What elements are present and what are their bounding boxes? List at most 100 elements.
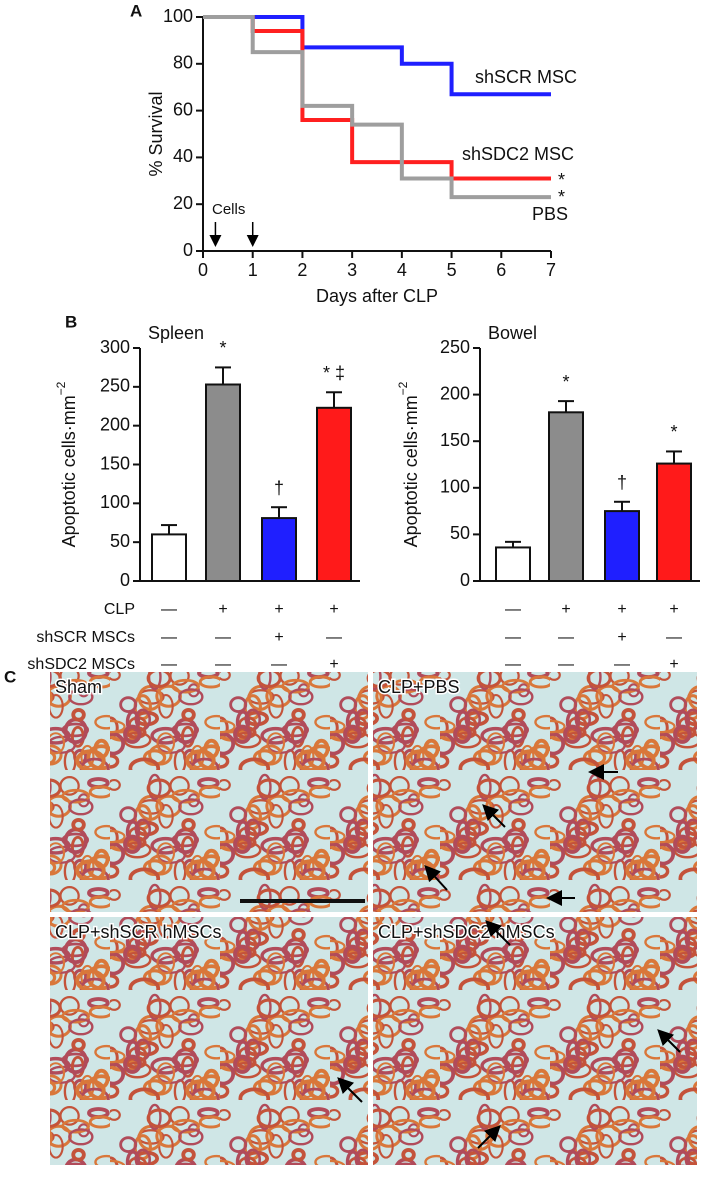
y-axis-label: Apoptotic cells·mm−2 [396, 381, 421, 547]
series-label: shSCR MSC [475, 67, 577, 87]
condition-label: shSCR MSCs [36, 629, 135, 646]
y-tick-label: 0 [120, 570, 130, 590]
y-tick-label: 0 [460, 570, 470, 590]
y-tick-label: 100 [163, 6, 193, 26]
significance: * ‡ [323, 363, 345, 383]
arrow [485, 920, 511, 946]
condition-cell: + [329, 656, 338, 673]
condition-cell: + [218, 601, 227, 618]
condition-cell: — [271, 656, 287, 673]
y-tick-label: 150 [100, 453, 130, 473]
survival-line [203, 15, 551, 200]
x-tick-label: 5 [447, 260, 457, 280]
series-label: shSDC2 MSC [462, 144, 574, 164]
y-tick-label: 200 [100, 414, 130, 434]
y-axis-label-exponent: −2 [396, 381, 410, 395]
significance: * [558, 170, 565, 190]
y-axis-label-exponent: −2 [54, 381, 68, 395]
micrograph-label: Sham [55, 677, 102, 697]
condition-cell: — [614, 656, 630, 673]
arrow [477, 1125, 501, 1149]
y-tick-label: 150 [440, 430, 470, 450]
condition-cell: — [215, 656, 231, 673]
condition-cell: — [505, 629, 521, 646]
arrow [482, 804, 506, 828]
micrograph [373, 917, 697, 1165]
bar [205, 383, 241, 582]
condition-label: shSDC2 MSCs [27, 656, 135, 673]
y-axis-label-text: Apoptotic cells·mm [59, 395, 79, 547]
condition-cell: + [669, 656, 678, 673]
bar [316, 406, 352, 583]
condition-cell: + [274, 629, 283, 646]
y-tick-label: 40 [173, 146, 193, 166]
x-tick-label: 4 [397, 260, 407, 280]
y-axis-label: Apoptotic cells·mm−2 [54, 381, 79, 547]
micrograph-label: CLP+shSCR hMSCs [55, 922, 222, 942]
condition-cell: — [161, 656, 177, 673]
series-label: PBS [532, 204, 568, 224]
y-axis-label: % Survival [146, 91, 166, 176]
y-tick-label: 250 [100, 376, 130, 396]
chart-title: Spleen [148, 323, 204, 343]
bar [151, 533, 187, 583]
condition-label: CLP [104, 601, 135, 618]
x-tick-label: 7 [546, 260, 556, 280]
y-tick-label: 80 [173, 53, 193, 73]
micrograph-label: CLP+PBS [378, 677, 460, 697]
y-tick-label: 100 [440, 477, 470, 497]
condition-cell: — [505, 656, 521, 673]
y-tick-label: 50 [450, 523, 470, 543]
condition-cell: — [558, 656, 574, 673]
condition-cell: — [161, 601, 177, 618]
bar [548, 411, 584, 583]
x-tick-label: 6 [496, 260, 506, 280]
condition-cell: — [666, 629, 682, 646]
condition-cell: — [161, 629, 177, 646]
x-axis-label: Days after CLP [316, 286, 438, 306]
bar [656, 462, 692, 582]
x-tick-label: 1 [248, 260, 258, 280]
condition-cell: + [669, 601, 678, 618]
significance: * [562, 372, 569, 392]
significance: * [670, 422, 677, 442]
arrow [657, 1029, 681, 1053]
bar [604, 510, 640, 583]
x-tick-label: 2 [297, 260, 307, 280]
survival-line [203, 15, 551, 97]
y-axis-label-text: Apoptotic cells·mm [401, 395, 421, 547]
micrograph [50, 672, 368, 912]
condition-cell: + [617, 601, 626, 618]
condition-cell: — [558, 629, 574, 646]
condition-cell: — [326, 629, 342, 646]
significance: † [274, 478, 284, 498]
significance: * [558, 187, 565, 207]
y-tick-label: 100 [100, 492, 130, 512]
significance: † [617, 473, 627, 493]
condition-cell: + [617, 629, 626, 646]
condition-cell: + [561, 601, 570, 618]
panel-label: C [4, 667, 16, 686]
y-tick-label: 60 [173, 99, 193, 119]
micrograph [373, 672, 697, 912]
arrow [424, 865, 448, 891]
bar [495, 546, 531, 582]
y-tick-label: 250 [440, 337, 470, 357]
y-tick-label: 300 [100, 337, 130, 357]
bar [261, 517, 297, 583]
cells-label: Cells [212, 201, 245, 218]
significance: * [219, 338, 226, 358]
arrow [337, 1077, 363, 1103]
x-tick-label: 0 [198, 260, 208, 280]
condition-cell: + [329, 601, 338, 618]
y-tick-label: 20 [173, 193, 193, 213]
y-tick-label: 50 [110, 531, 130, 551]
y-tick-label: 200 [440, 383, 470, 403]
x-tick-label: 3 [347, 260, 357, 280]
micrograph-label: CLP+shSDC2 hMSCs [378, 922, 555, 942]
condition-cell: — [505, 601, 521, 618]
condition-cell: — [215, 629, 231, 646]
y-tick-label: 0 [183, 240, 193, 260]
panel-label: A [130, 1, 142, 20]
